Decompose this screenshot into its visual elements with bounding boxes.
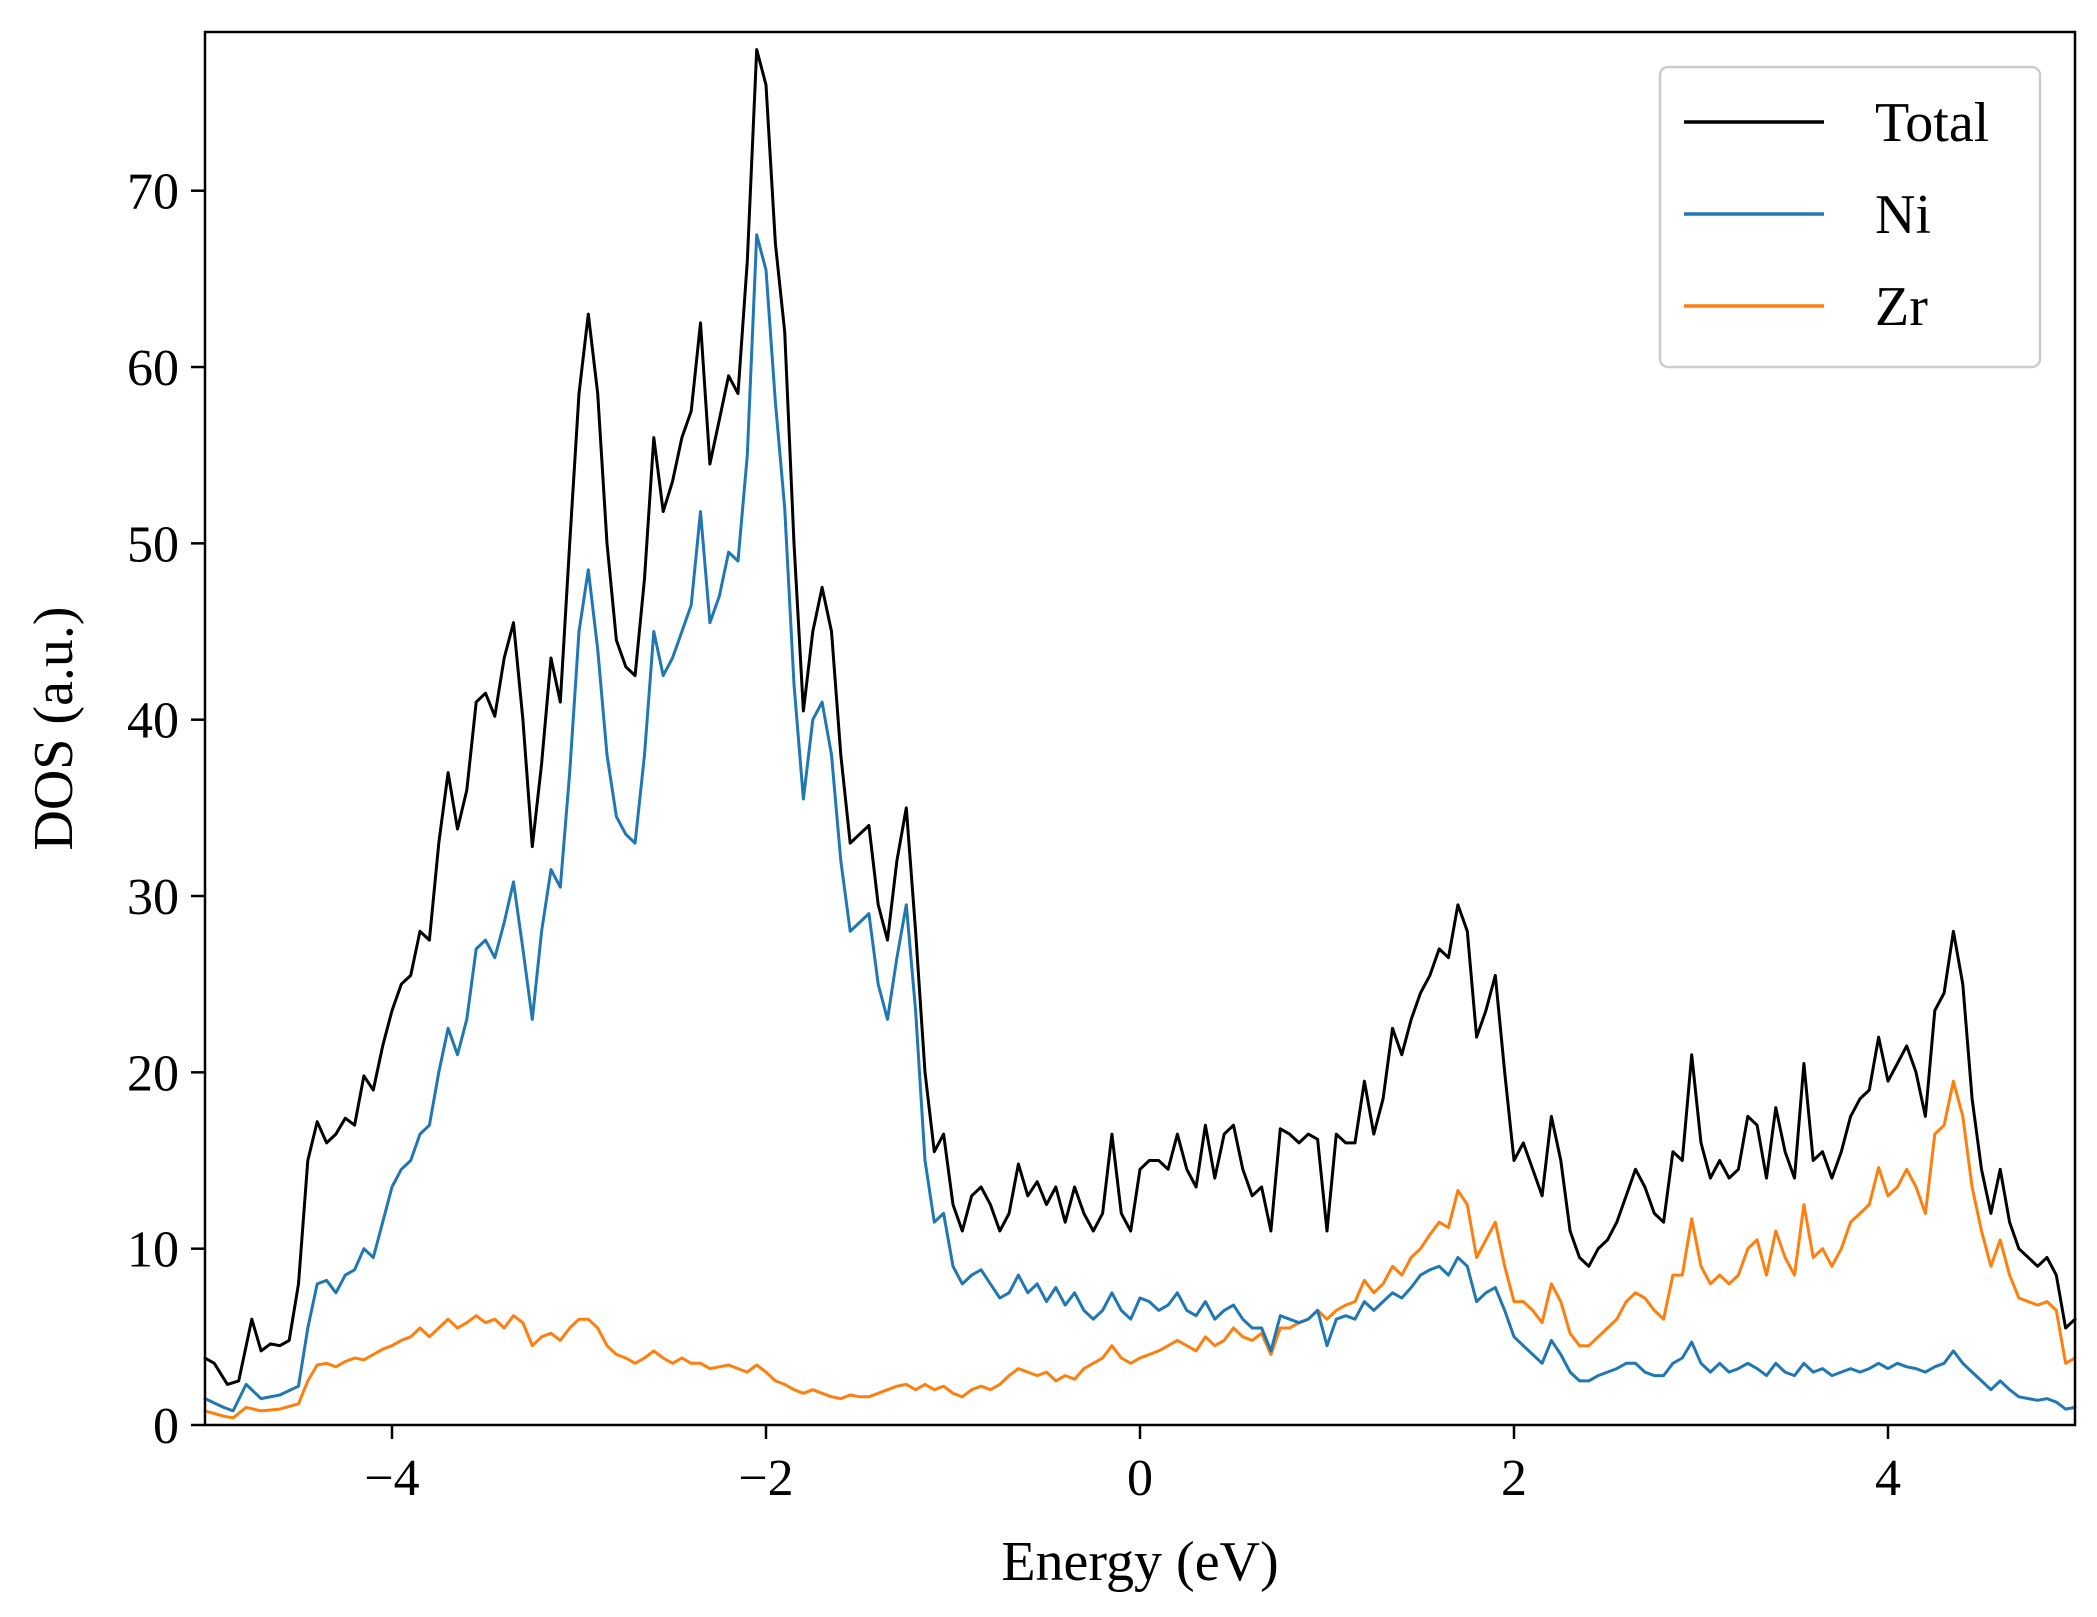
plot-frame bbox=[203, 30, 2077, 1427]
x-tick-label: 0 bbox=[1127, 1450, 1153, 1507]
y-tick-label: 20 bbox=[127, 1045, 179, 1102]
x-tick-label: −4 bbox=[364, 1450, 419, 1507]
x-tick-label: 4 bbox=[1875, 1450, 1901, 1507]
y-tick-label: 70 bbox=[127, 164, 179, 221]
y-tick-label: 0 bbox=[153, 1398, 179, 1455]
series-layer bbox=[203, 48, 2077, 1420]
legend-label-total: Total bbox=[1875, 92, 1989, 154]
x-tick-label: 2 bbox=[1501, 1450, 1527, 1507]
y-tick-label: 60 bbox=[127, 340, 179, 397]
series-line-zr bbox=[203, 1079, 2077, 1420]
y-tick-label: 10 bbox=[127, 1222, 179, 1279]
legend-box bbox=[1658, 65, 2042, 369]
y-tick-label: 50 bbox=[127, 516, 179, 573]
y-axis-label: DOS (a.u.) bbox=[23, 606, 85, 850]
series-line-ni bbox=[203, 233, 2077, 1413]
x-tick-label: −2 bbox=[738, 1450, 793, 1507]
y-tick-label: 40 bbox=[127, 693, 179, 750]
series-line-total bbox=[203, 48, 2077, 1386]
legend: Total Ni Zr bbox=[1658, 65, 2042, 369]
legend-label-ni: Ni bbox=[1875, 184, 1931, 246]
y-tick-label: 30 bbox=[127, 869, 179, 926]
x-axis-label: Energy (eV) bbox=[1001, 1531, 1278, 1593]
legend-label-zr: Zr bbox=[1875, 276, 1928, 338]
